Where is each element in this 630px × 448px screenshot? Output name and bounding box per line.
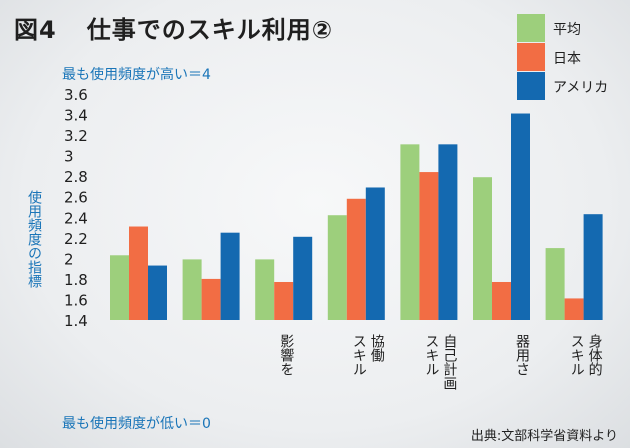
bar-5-series-2 — [419, 172, 439, 320]
y-tick-label: 2.2 — [64, 230, 88, 248]
bar-1-series-3 — [148, 265, 167, 320]
bar-7-series-3 — [583, 214, 603, 320]
y-axis-label: 使用頻度の指標 — [26, 190, 42, 288]
category-label: 影響を — [278, 334, 294, 376]
bar-6-series-1 — [473, 177, 492, 320]
category-label: 自己計画 — [441, 334, 457, 390]
y-tick-label: 1.6 — [64, 291, 88, 309]
legend-swatch — [517, 72, 545, 100]
y-tick-label: 2.4 — [64, 209, 88, 227]
category-label: スキル — [569, 334, 585, 376]
bar-5-series-3 — [438, 144, 458, 320]
bar-4-series-1 — [327, 215, 347, 320]
legend-swatch — [517, 14, 545, 42]
y-tick-label: 3.6 — [64, 86, 88, 104]
bar-4-series-3 — [365, 187, 385, 320]
bar-3-series-2 — [274, 281, 294, 320]
bar-5-series-1 — [400, 144, 420, 320]
category-label: スキル — [423, 334, 439, 376]
bar-1-series-2 — [129, 226, 148, 320]
legend-label: 日本 — [553, 51, 581, 67]
legend-swatch — [517, 43, 545, 71]
title-text: 仕事でのスキル利用② — [86, 16, 334, 44]
y-tick-label: 1.8 — [64, 271, 88, 289]
bar-3-series-1 — [255, 259, 275, 320]
bar-7-series-1 — [545, 248, 565, 320]
bar-2-series-3 — [220, 232, 240, 320]
y-tick-label: 3.4 — [64, 107, 88, 125]
title-number: 図4 — [14, 16, 57, 44]
y-bottom-note: 最も使用頻度が低い＝0 — [62, 416, 211, 432]
y-tick-label: 2 — [64, 250, 74, 268]
bar-1-series-1 — [110, 255, 129, 320]
bar-3-series-3 — [293, 236, 313, 320]
bar-7-series-2 — [564, 298, 584, 320]
bar-6-series-3 — [511, 113, 530, 320]
y-tick-label: 3.2 — [64, 127, 88, 145]
category-label: 協働 — [369, 334, 385, 363]
source-note: 出典:文部科学省資料より — [470, 429, 618, 444]
category-label: スキル — [351, 334, 367, 376]
y-top-note: 最も使用頻度が高い＝4 — [62, 67, 211, 83]
y-tick-label: 2.8 — [64, 168, 88, 186]
category-label: 身体的 — [587, 334, 603, 376]
y-tick-label: 1.4 — [64, 312, 88, 330]
y-tick-label: 2.6 — [64, 189, 88, 207]
y-tick-label: 3 — [64, 148, 74, 166]
legend-label: アメリカ — [553, 80, 609, 96]
chart-title: 図4 仕事でのスキル利用② — [14, 10, 333, 45]
bar-2-series-2 — [201, 278, 221, 320]
category-label: 器用さ — [514, 334, 530, 376]
bar-6-series-2 — [492, 281, 511, 320]
bar-4-series-2 — [346, 198, 366, 320]
bar-2-series-1 — [182, 259, 202, 320]
legend-label: 平均 — [553, 22, 581, 38]
